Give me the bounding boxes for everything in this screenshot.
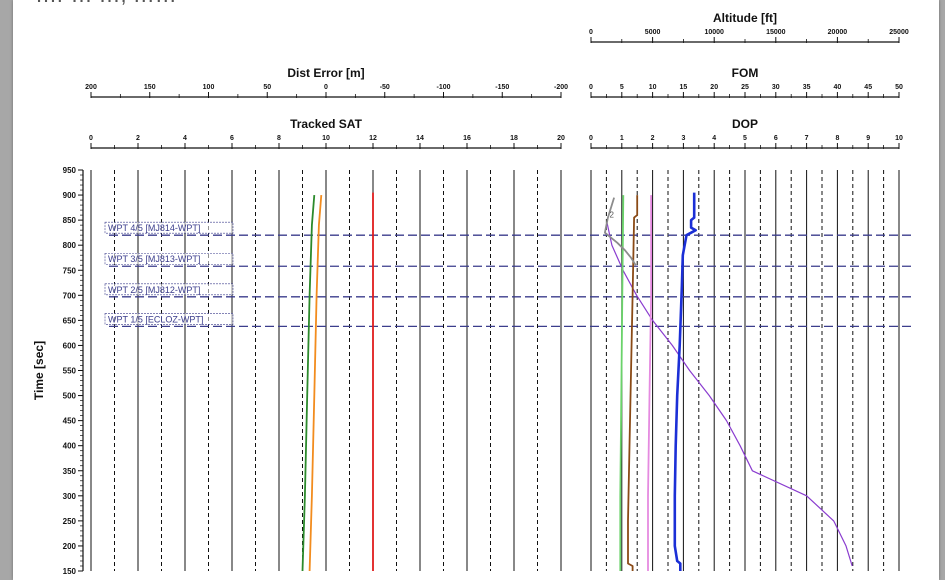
y-tick-label: 700 <box>63 291 77 300</box>
waypoint-label: WPT 2/5 [MJ812-WPT] <box>108 285 200 295</box>
axis-title: FOM <box>732 66 759 80</box>
y-tick-label: 500 <box>63 392 77 401</box>
axis-title: Tracked SAT <box>290 117 362 131</box>
tick-label: 30 <box>772 84 780 91</box>
axis-title: Dist Error [m] <box>287 66 364 80</box>
tick-label: 0 <box>589 84 593 91</box>
tick-label: 25 <box>741 84 749 91</box>
y-tick-label: 800 <box>63 241 77 250</box>
tick-label: 5000 <box>645 29 661 36</box>
tick-label: 20 <box>557 135 565 142</box>
tick-label: 14 <box>416 135 424 142</box>
tick-label: 40 <box>834 84 842 91</box>
series-line-dop-blue <box>673 192 698 571</box>
tick-label: 5 <box>620 84 624 91</box>
y-axis-label: Time [sec] <box>32 341 46 400</box>
tick-label: -50 <box>380 84 390 91</box>
series-line-dop-brown <box>627 195 639 571</box>
tick-label: 10 <box>322 135 330 142</box>
tick-label: 2 <box>651 135 655 142</box>
y-tick-label: 450 <box>63 417 77 426</box>
tick-label: 6 <box>774 135 778 142</box>
y-tick-label: 650 <box>63 316 77 325</box>
y-tick-label: 750 <box>63 266 77 275</box>
y-tick-label: 200 <box>63 542 77 551</box>
tick-label: 10000 <box>704 29 724 36</box>
axis-title: Altitude [ft] <box>713 11 777 25</box>
series-line-altitude <box>606 222 853 567</box>
tick-label: -200 <box>554 84 568 91</box>
tick-label: 15 <box>680 84 688 91</box>
y-tick-label: 350 <box>63 467 77 476</box>
y-tick-label: 600 <box>63 341 77 350</box>
y-tick-label: 900 <box>63 191 77 200</box>
tick-label: 0 <box>324 84 328 91</box>
tick-label: 18 <box>510 135 518 142</box>
waypoint-label-box <box>104 221 234 234</box>
tick-label: 100 <box>203 84 215 91</box>
tick-label: 15000 <box>766 29 786 36</box>
tick-label: 20 <box>710 84 718 91</box>
waypoint-label-box <box>104 313 234 325</box>
tick-label: 5 <box>743 135 747 142</box>
y-tick-label: 300 <box>63 492 77 501</box>
y-tick-label: 250 <box>63 517 77 526</box>
y-tick-label: 850 <box>63 216 77 225</box>
y-tick-label: 150 <box>63 567 77 576</box>
tick-label: 35 <box>803 84 811 91</box>
tick-label: 12 <box>369 135 377 142</box>
waypoint-label: WPT 3/5 [MJ813-WPT] <box>108 254 200 264</box>
chart-cut-title: …F… …, …… <box>35 0 177 8</box>
y-tick-label: 400 <box>63 442 77 451</box>
y-tick-label: 550 <box>63 367 77 376</box>
tick-label: 25000 <box>889 29 909 36</box>
tick-label: 0 <box>89 135 93 142</box>
tick-label: 50 <box>263 84 271 91</box>
annotation-label: 2 <box>609 211 614 220</box>
tick-label: -150 <box>495 84 509 91</box>
tick-label: 50 <box>895 84 903 91</box>
tick-label: 10 <box>895 135 903 142</box>
tick-label: 0 <box>589 135 593 142</box>
tick-label: 200 <box>85 84 97 91</box>
chart-window: …F… …, …… Tracked SAT02468101214161820Di… <box>13 0 939 580</box>
axis-title: DOP <box>732 117 758 131</box>
tick-label: 10 <box>649 84 657 91</box>
series-line-fom-pink <box>647 195 652 571</box>
tick-label: 9 <box>866 135 870 142</box>
tick-label: 8 <box>835 135 839 142</box>
waypoint-label: WPT 4/5 [MJ814-WPT] <box>108 223 200 233</box>
tick-label: 150 <box>144 84 156 91</box>
tick-label: 1 <box>620 135 624 142</box>
tick-label: 4 <box>183 135 187 142</box>
tick-label: 2 <box>136 135 140 142</box>
waypoint-label-box <box>104 252 234 265</box>
tick-label: 6 <box>230 135 234 142</box>
tick-label: 4 <box>712 135 716 142</box>
y-tick-label: 950 <box>63 166 77 175</box>
series-line-sat-orange <box>308 195 323 572</box>
waypoint-label: WPT 1/5 [ECLOZ-WPT] <box>108 314 203 324</box>
tick-label: 20000 <box>828 29 848 36</box>
series-line-fom-green <box>619 195 625 571</box>
tick-label: 3 <box>681 135 685 142</box>
tick-label: 16 <box>463 135 471 142</box>
waypoint-label-box <box>104 283 234 296</box>
series-line-sat-green <box>301 195 316 572</box>
series-line-gray <box>604 197 637 266</box>
tick-label: 0 <box>589 29 593 36</box>
tick-label: 45 <box>864 84 872 91</box>
tick-label: -100 <box>436 84 450 91</box>
tick-label: 7 <box>805 135 809 142</box>
tick-label: 8 <box>277 135 281 142</box>
